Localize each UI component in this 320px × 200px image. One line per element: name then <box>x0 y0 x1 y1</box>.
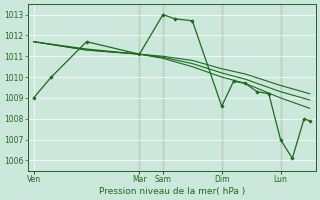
X-axis label: Pression niveau de la mer( hPa ): Pression niveau de la mer( hPa ) <box>99 187 245 196</box>
